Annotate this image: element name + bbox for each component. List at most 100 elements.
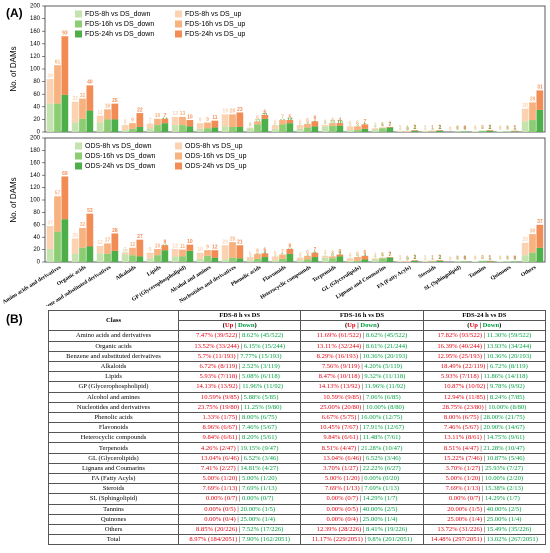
data-label: 0 [474,256,477,262]
bar-segment [171,248,179,257]
value-cell: 8.97% (184/2051) | 7.90% (162/2051) [177,534,302,546]
down-value: 25.00% (1/4) [486,515,522,523]
bar-segment [279,254,286,259]
data-label: 25 [230,236,236,242]
down-value: 25.00% (1/4) [240,515,276,523]
data-label: 7 [388,252,391,258]
bar-segment [136,113,144,127]
table-row: Quinones 0.00% (0/4) | 25.00% (1/4) 0.00% … [48,513,547,525]
data-label: 10 [155,243,161,249]
bar-segment [111,103,119,120]
bar-segment [511,131,519,132]
value-cell: 5.00% (1/20) | 10.00% (2/20) [422,472,547,485]
data-label: 9 [206,245,209,251]
value-cell: 17.82% (93/522) | 11.30% (59/522) [422,330,547,342]
subheader-part: ( [467,322,470,330]
down-value: 40.00% (2/5) [362,505,398,513]
separator: | [237,373,242,381]
down-value: 10.36% (20/193) [486,352,532,360]
bar-segment [396,261,404,262]
bar-segment [486,130,494,132]
bar-segment [161,123,169,132]
value-cell: 0.00% (0/4) | 25.00% (1/4) [177,513,302,525]
down-value: 7.06% (6/85) [365,393,401,401]
down-value: 8.00% (6/75) [241,413,277,421]
value-cell: 25.00% (1/4) | 25.00% (1/4) [422,513,547,525]
value-cell: 3.70% (1/27) | 22.22% (6/27) [300,462,424,475]
down-value: 8.41% (19/226) [365,526,408,534]
value-cell: 9.84% (6/61) | 11.48% (7/61) [300,432,424,444]
separator: | [358,424,363,432]
up-value: 13.52% (33/244) [194,342,239,350]
class-cell: Steroids [48,483,179,495]
bar-segment [196,252,204,259]
bar-segment [504,261,511,262]
data-label: 6 [299,119,302,125]
value-cell: 7.41% (2/27) | 14.81% (4/27) [177,462,302,475]
class-cell: Total [48,534,179,546]
value-cell: 5.00% (1/20) | 5.00% (1/20) [177,472,302,485]
data-label: 4 [299,252,302,258]
separator: | [359,475,365,483]
up-value: 6.72% (8/119) [199,363,238,371]
up-value: 4.26% (2/47) [200,444,236,452]
down-value: 9.8% (201/2051) [367,536,413,544]
y-tick-label: 100 [30,198,41,204]
data-label: 12 [130,242,136,248]
y-tick-label: 60 [33,222,40,228]
bar-segment [296,128,304,132]
up-value: 13.11% (32/244) [316,342,362,350]
bar-segment [379,128,386,132]
data-label: 7 [163,113,166,119]
data-label: 10 [187,239,193,245]
down-value: 21.28% (10/47) [483,444,525,452]
x-tick-label: Others [520,264,538,278]
data-label: 1 [424,255,427,261]
y-tick-label: 80 [33,210,40,216]
bar-segment [436,130,444,131]
bar-segment [71,122,79,132]
y-tick-label: 100 [30,67,41,73]
bar-segment [79,118,86,132]
down-value: 6.52% (3/46) [243,454,279,462]
table-row: Lipids 5.93% (7/118) | 5.08% (6/118) 8.47%… [48,371,547,383]
data-label: 7 [388,122,391,128]
data-label: 2 [481,125,484,131]
y-tick-label: 140 [30,41,41,47]
separator: | [239,403,244,411]
separator: | [482,505,487,513]
y-tick-label: 40 [33,104,40,110]
bar-segment [396,130,404,132]
bar-segment [261,118,269,132]
separator: | [235,464,241,472]
bar-segment [471,131,479,132]
separator: | [237,475,242,483]
bar-segment [221,114,229,127]
separator: | [478,373,484,381]
data-label: 6 [381,253,384,259]
bar-segment [329,256,336,259]
separator: | [361,393,366,401]
down-value: 25.93% (7/27) [484,464,524,472]
separator: | [235,515,241,523]
bar-segment [204,250,211,256]
data-label: 3 [124,247,127,253]
data-label: 6 [274,119,277,125]
bar-segment [411,260,419,262]
table-row: Terpenoids 4.26% (2/47) | 19.15% (9/47) 8.… [48,442,547,454]
bar-segment [229,114,236,127]
up-value: 14.13% (13/92) [318,383,360,391]
bar-segment [254,253,261,259]
up-value: 8.85% (20/226) [195,526,238,534]
separator: | [361,526,366,534]
separator: | [482,454,487,462]
up-value: 12.94% (11/85) [444,393,486,401]
data-label: 0 [449,256,452,262]
bar-segment [386,126,394,128]
data-label: 37 [47,220,53,226]
data-label: 0 [463,256,466,262]
y-tick-label: 200 [30,4,41,10]
subheader-part: Down [360,322,377,330]
data-label: 6 [331,253,334,259]
subheader-part: | [355,322,361,330]
